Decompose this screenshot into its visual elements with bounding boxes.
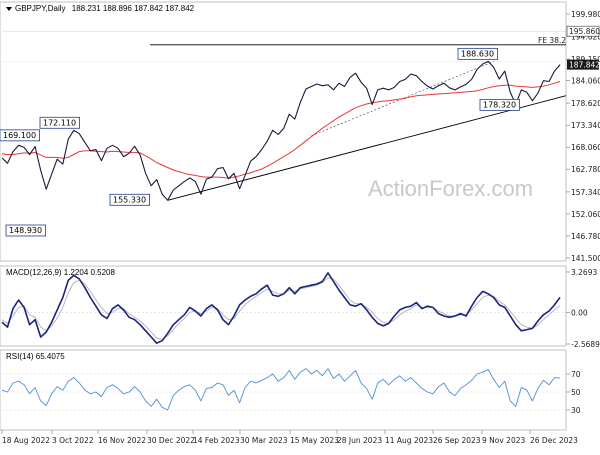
- x-tick-label: 26 Sep 2023: [433, 436, 481, 445]
- macd-tick-label: 3.2693: [571, 268, 597, 277]
- resistance-price-box: [566, 25, 600, 37]
- macd-header: MACD(12,26,9) 1.2204 0.5208: [6, 268, 115, 277]
- ema-line: [1, 81, 561, 179]
- price-tick-label: 152.060: [571, 210, 600, 219]
- x-tick-label: 9 Nov 2023: [482, 436, 525, 445]
- x-tick-label: 11 Aug 2023: [385, 436, 433, 445]
- x-tick-label: 16 Nov 2022: [98, 436, 146, 445]
- price-tick-label: 173.340: [571, 121, 600, 130]
- price-tick-label: 184.060: [571, 76, 600, 85]
- x-tick-label: 30 Mar 2023: [240, 436, 288, 445]
- chart-header: GBPJPY,Daily 188.231 188.896 187.842 187…: [6, 4, 194, 13]
- rsi-tick-label: 50: [571, 388, 581, 397]
- x-tick-label: 15 May 2023: [290, 436, 339, 445]
- macd-label: MACD(12,26,9) 1.2204 0.5208: [6, 268, 115, 277]
- price-line: [1, 60, 561, 201]
- channel-dashed-line: [311, 61, 494, 137]
- price-tick-label: 146.780: [571, 232, 600, 241]
- price-tick-label: 194.620: [571, 32, 600, 41]
- symbol-label: GBPJPY,Daily: [15, 4, 66, 13]
- price-tick-label: 162.780: [571, 165, 600, 174]
- macd-axis: 3.2693 0.00 -2.5689: [566, 268, 600, 349]
- price-tick-label: 141.500: [571, 254, 600, 263]
- macd-tick-label: 0.00: [571, 308, 588, 317]
- collapse-triangle-icon: [6, 6, 12, 11]
- fe-level-label: FE 38.2: [538, 36, 566, 45]
- rsi-tick-label: 70: [571, 370, 581, 379]
- price-annotation-label: 172.110: [43, 118, 76, 127]
- x-tick-label: 26 Dec 2023: [530, 436, 578, 445]
- price-tick-label: 199.980: [571, 10, 600, 19]
- price-annotation-box: [5, 224, 46, 237]
- macd-panel-frame: [0, 265, 567, 347]
- x-tick-label: 14 Feb 2023: [193, 436, 240, 445]
- resistance-price-label: 195.860: [569, 27, 600, 36]
- x-tick-label: 18 Aug 2022: [2, 436, 50, 445]
- price-tick-label: 178.620: [571, 99, 600, 108]
- watermark: ActionForex.com: [368, 176, 533, 201]
- price-tick-label: 168.060: [571, 143, 600, 152]
- price-axis: 199.980194.620189.150184.060178.620173.3…: [566, 10, 600, 263]
- rsi-label: RSI(14) 65.4075: [6, 352, 65, 361]
- price-panel-frame: [0, 1, 567, 262]
- ohlc-label: 188.231 188.896 187.842 187.842: [71, 4, 195, 13]
- macd-layer: [1, 272, 566, 345]
- price-annotation-box: [0, 129, 40, 142]
- rsi-layer: [1, 368, 566, 411]
- price-layer: FE 38.2: [1, 30, 567, 201]
- price-annotation-box: [109, 193, 150, 206]
- x-tick-label: 3 Oct 2022: [52, 436, 94, 445]
- rsi-tick-label: 30: [571, 406, 581, 415]
- price-annotation-box: [457, 47, 498, 60]
- rsi-axis: 70 50 30: [566, 370, 581, 415]
- macd-tick-label: -2.5689: [571, 340, 600, 349]
- x-axis: 18 Aug 2022 3 Oct 2022 16 Nov 2022 30 Dec 2…: [1, 430, 578, 445]
- x-tick-label: 28 Jun 2023: [337, 436, 382, 445]
- rsi-line: [1, 368, 561, 411]
- price-annotation-box: [479, 98, 520, 111]
- x-tick-label: 30 Dec 2022: [147, 436, 195, 445]
- price-annotation-label: 148.930: [9, 226, 42, 235]
- last-price-label: 187.842: [569, 61, 600, 70]
- price-tick-label: 157.340: [571, 188, 600, 197]
- price-annotation-label: 188.630: [461, 49, 494, 58]
- rsi-header: RSI(14) 65.4075: [6, 352, 65, 361]
- rsi-panel-frame: [0, 349, 567, 431]
- last-price-box: [567, 59, 599, 70]
- labels-layer: 188.630 178.320 172.110 169.100 155.330 148.9…: [0, 47, 520, 237]
- support-trendline: [167, 95, 567, 201]
- price-annotation-label: 169.100: [3, 131, 36, 140]
- price-annotation-box: [39, 116, 80, 129]
- price-annotation-label: 155.330: [113, 195, 146, 204]
- macd-line: [1, 272, 561, 345]
- price-annotation-label: 178.320: [483, 100, 516, 109]
